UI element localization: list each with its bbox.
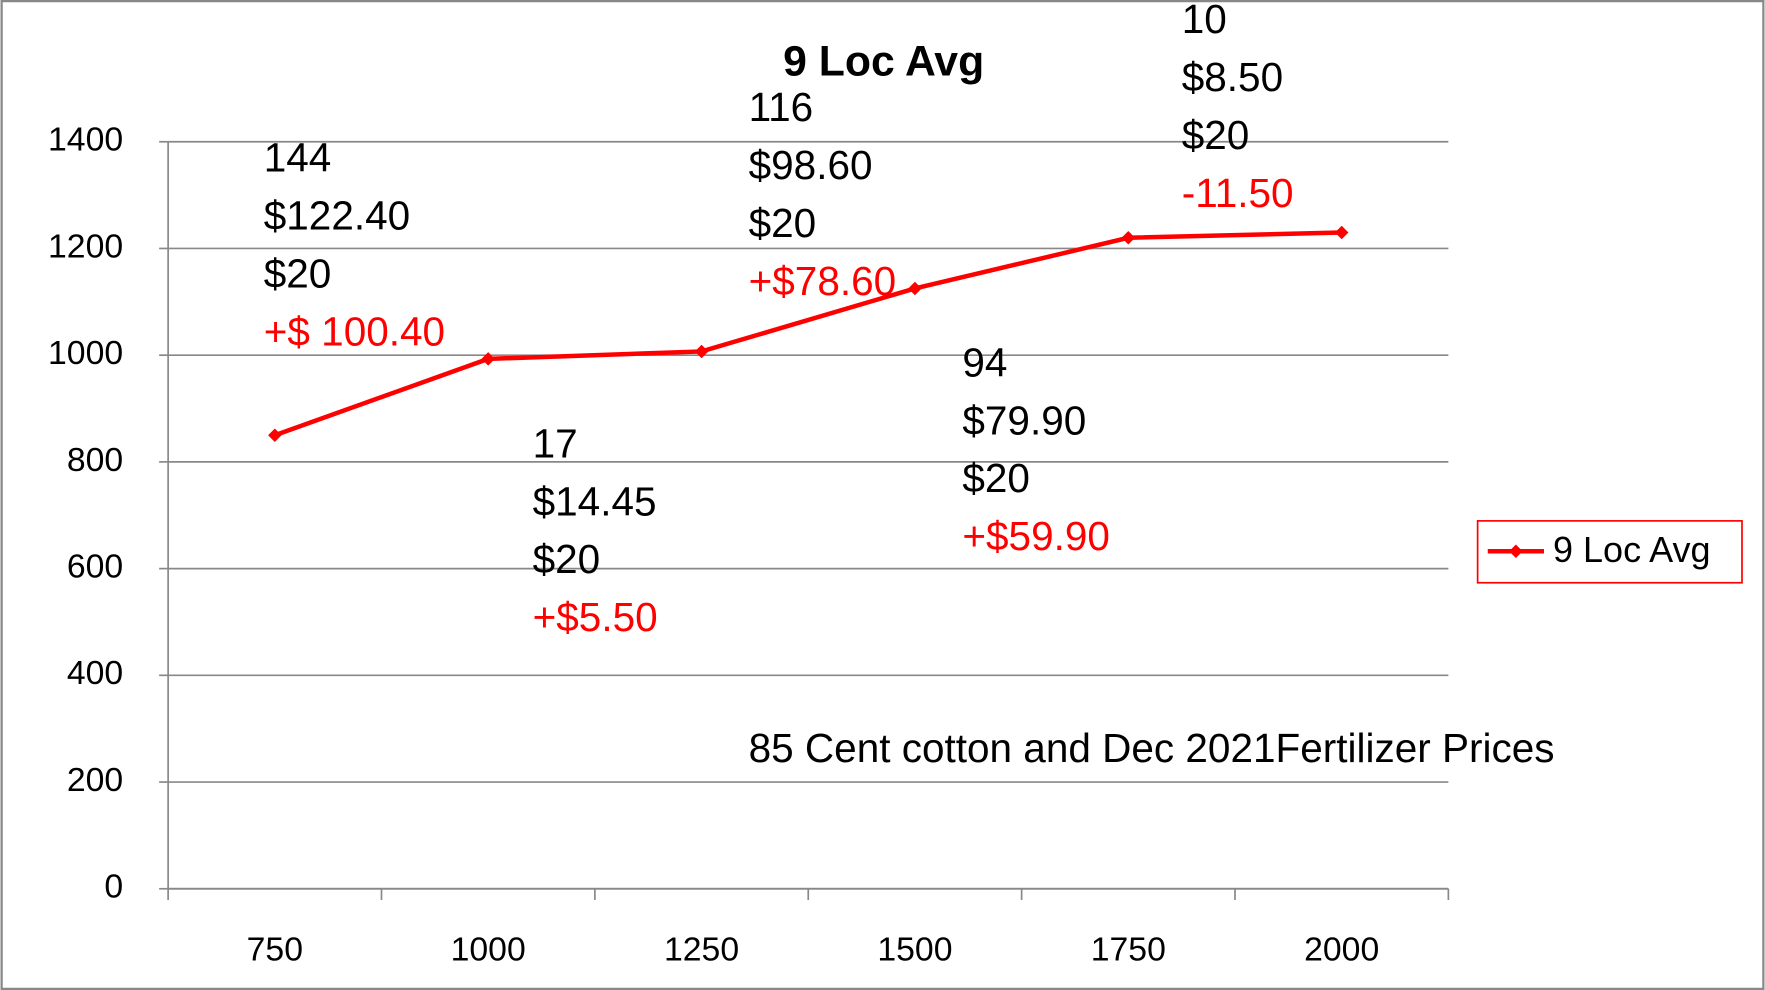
point-marker xyxy=(481,352,495,366)
x-tick-label: 1750 xyxy=(1091,931,1166,969)
annotation-line: $79.90 xyxy=(962,397,1086,443)
annotation-line: $122.40 xyxy=(264,193,410,239)
annotation-line: -11.50 xyxy=(1182,170,1294,216)
annotation-line: +$ 100.40 xyxy=(264,308,445,354)
annotation-line: 116 xyxy=(749,84,814,130)
annotation-line: $20 xyxy=(749,200,817,246)
annotation-line: 144 xyxy=(264,135,332,181)
point-marker xyxy=(1334,225,1349,240)
legend-label: 9 Loc Avg xyxy=(1553,529,1710,570)
chart-title: 9 Loc Avg xyxy=(783,37,984,85)
y-tick-label: 400 xyxy=(67,654,123,692)
annotation-line: +$78.60 xyxy=(749,258,897,304)
y-tick-label: 600 xyxy=(67,548,123,586)
annotation-line: $14.45 xyxy=(533,478,657,524)
x-tick-label: 1500 xyxy=(877,931,952,969)
legend-marker xyxy=(1509,544,1523,558)
x-tick-label: 1250 xyxy=(664,931,739,969)
point-marker xyxy=(694,344,709,359)
point-marker xyxy=(908,281,922,296)
annotation-line: 94 xyxy=(962,339,1007,385)
y-tick-label: 200 xyxy=(67,761,123,799)
annotation-line: $20 xyxy=(533,536,601,582)
annotation-line: 10 xyxy=(1182,0,1227,42)
series-line xyxy=(274,230,1342,438)
x-tick-label: 1000 xyxy=(451,931,526,969)
y-tick-label: 1000 xyxy=(48,334,123,372)
x-tick-label: 2000 xyxy=(1304,931,1379,969)
note: 85 Cent cotton and Dec 2021Fertilizer Pr… xyxy=(749,725,1555,771)
annotation-line: +$59.90 xyxy=(962,513,1110,559)
x-tick-label: 750 xyxy=(247,931,303,969)
annotation-line: $8.50 xyxy=(1182,54,1283,100)
y-tick-label: 1400 xyxy=(48,121,123,159)
y-tick-label: 800 xyxy=(67,441,123,479)
annotation-line: $20 xyxy=(264,250,332,296)
point-marker xyxy=(1121,231,1136,245)
annotation-line: $20 xyxy=(1182,112,1250,158)
annotation-line: +$5.50 xyxy=(533,594,658,640)
point-marker xyxy=(268,428,282,442)
y-tick-label: 0 xyxy=(104,868,123,906)
annotation-line: 17 xyxy=(533,420,578,466)
y-tick-label: 1200 xyxy=(48,227,123,265)
annotation-line: $98.60 xyxy=(749,142,873,188)
annotation-line: $20 xyxy=(962,455,1030,501)
